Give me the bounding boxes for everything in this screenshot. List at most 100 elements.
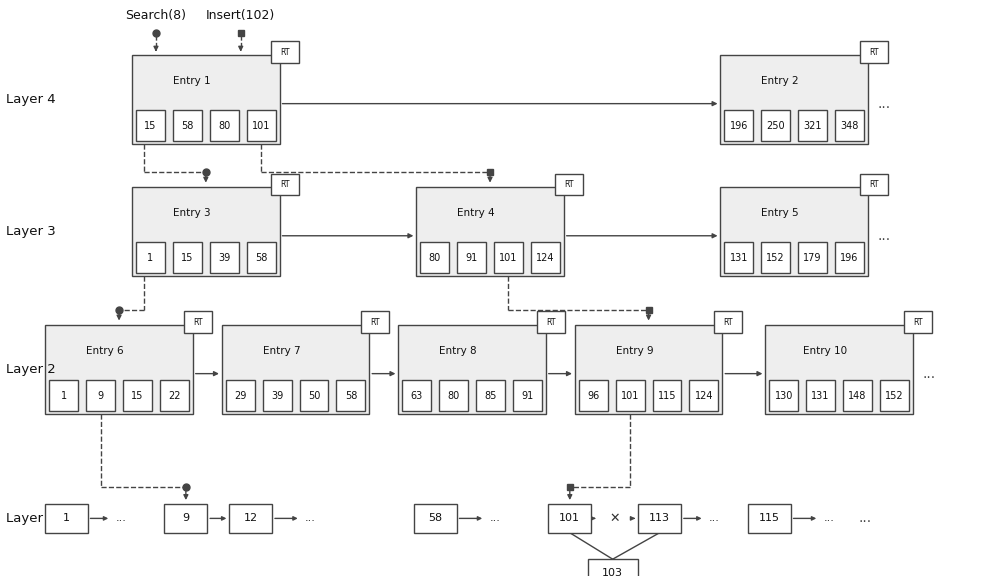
Text: 80: 80 — [429, 253, 441, 263]
Bar — [476, 380, 505, 411]
Text: 63: 63 — [411, 391, 423, 401]
Bar — [361, 311, 389, 334]
Text: ...: ... — [305, 513, 316, 523]
Bar — [724, 242, 753, 273]
Text: 1: 1 — [61, 391, 67, 401]
Text: 80: 80 — [448, 391, 460, 401]
Text: Entry 4: Entry 4 — [457, 208, 495, 218]
Text: Entry 6: Entry 6 — [86, 346, 124, 356]
Text: RT: RT — [869, 180, 878, 189]
Bar — [724, 110, 753, 142]
Bar — [164, 504, 207, 533]
Text: RT: RT — [370, 318, 380, 327]
Bar — [880, 380, 909, 411]
Text: RT: RT — [565, 180, 574, 189]
Bar — [720, 55, 868, 144]
Text: 1: 1 — [63, 513, 70, 523]
Text: 91: 91 — [521, 391, 534, 401]
Text: ...: ... — [859, 512, 872, 525]
Text: Layer 1: Layer 1 — [6, 512, 56, 525]
Bar — [588, 559, 638, 580]
Text: 124: 124 — [695, 391, 713, 401]
Text: ...: ... — [923, 367, 936, 380]
Bar — [769, 380, 798, 411]
Bar — [439, 380, 468, 411]
Text: 50: 50 — [308, 391, 320, 401]
Text: Layer 3: Layer 3 — [6, 224, 56, 238]
Text: Layer 4: Layer 4 — [6, 93, 56, 106]
Text: 115: 115 — [658, 391, 676, 401]
Bar — [271, 41, 299, 63]
Text: 196: 196 — [730, 121, 748, 130]
Bar — [835, 110, 864, 142]
Text: 152: 152 — [766, 253, 785, 263]
Bar — [765, 325, 913, 414]
Text: 29: 29 — [234, 391, 246, 401]
Text: 321: 321 — [803, 121, 822, 130]
Bar — [136, 242, 165, 273]
Text: 113: 113 — [649, 513, 670, 523]
Text: 152: 152 — [885, 391, 904, 401]
Text: 80: 80 — [218, 121, 230, 130]
Text: RT: RT — [547, 318, 556, 327]
Text: Entry 10: Entry 10 — [803, 346, 847, 356]
Text: 130: 130 — [775, 391, 793, 401]
Bar — [123, 380, 152, 411]
Bar — [531, 242, 560, 273]
Text: ...: ... — [709, 513, 720, 523]
Bar — [336, 380, 365, 411]
Bar — [222, 325, 369, 414]
Text: Entry 3: Entry 3 — [173, 208, 211, 218]
Bar — [300, 380, 328, 411]
Text: Entry 2: Entry 2 — [761, 76, 799, 86]
Text: Entry 7: Entry 7 — [263, 346, 300, 356]
Bar — [457, 242, 486, 273]
Text: 1: 1 — [147, 253, 154, 263]
Bar — [714, 311, 742, 334]
Bar — [798, 110, 827, 142]
Bar — [555, 173, 583, 195]
Text: Search(8): Search(8) — [125, 9, 186, 22]
Text: 39: 39 — [271, 391, 283, 401]
Text: ...: ... — [878, 229, 891, 243]
Bar — [420, 242, 449, 273]
Bar — [798, 242, 827, 273]
Bar — [160, 380, 189, 411]
Bar — [416, 187, 564, 276]
Text: RT: RT — [869, 48, 878, 57]
Text: Entry 5: Entry 5 — [761, 208, 799, 218]
Bar — [184, 311, 212, 334]
Bar — [806, 380, 835, 411]
Bar — [720, 187, 868, 276]
Text: 96: 96 — [587, 391, 599, 401]
Text: RT: RT — [914, 318, 923, 327]
Bar — [748, 504, 791, 533]
Text: 15: 15 — [181, 253, 194, 263]
Bar — [247, 242, 276, 273]
Text: 115: 115 — [759, 513, 780, 523]
Text: 103: 103 — [602, 568, 623, 578]
Bar — [402, 380, 431, 411]
Bar — [173, 110, 202, 142]
Text: 101: 101 — [621, 391, 639, 401]
Text: 15: 15 — [131, 391, 144, 401]
Bar — [761, 110, 790, 142]
Text: 39: 39 — [218, 253, 230, 263]
Text: 91: 91 — [465, 253, 478, 263]
Bar — [843, 380, 872, 411]
Bar — [45, 325, 193, 414]
Text: 58: 58 — [428, 513, 442, 523]
Bar — [229, 504, 272, 533]
Text: ...: ... — [490, 513, 500, 523]
Bar — [414, 504, 457, 533]
Text: 124: 124 — [536, 253, 555, 263]
Bar — [616, 380, 645, 411]
Text: Entry 8: Entry 8 — [439, 346, 477, 356]
Bar — [575, 325, 722, 414]
Text: RT: RT — [194, 318, 203, 327]
Text: RT: RT — [280, 180, 290, 189]
Bar — [653, 380, 681, 411]
Text: 85: 85 — [484, 391, 497, 401]
Bar — [247, 110, 276, 142]
Text: 9: 9 — [182, 513, 189, 523]
